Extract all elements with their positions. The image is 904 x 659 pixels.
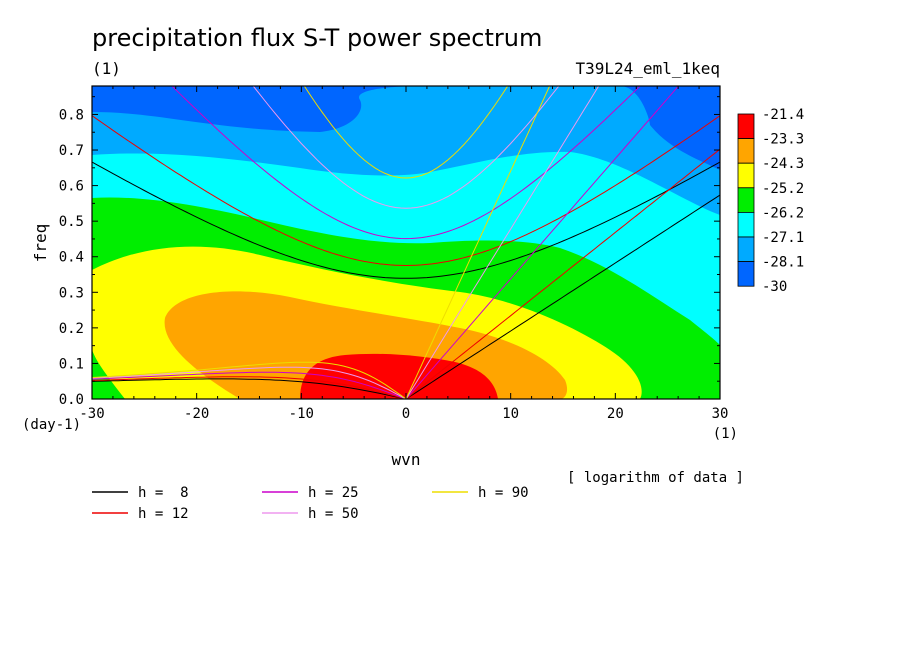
- data-note: [ logarithm of data ]: [567, 470, 744, 486]
- y-axis-unit: (day-1): [22, 417, 81, 433]
- x-tick-label: 10: [502, 406, 519, 422]
- rossby-wave-curve: [92, 378, 407, 399]
- dispersion-curves: [92, 86, 720, 399]
- rossby-wave-curve: [92, 371, 407, 399]
- colorbar-label: -27.1: [762, 230, 804, 246]
- kelvin-wave-curve: [405, 148, 720, 399]
- colorbar-swatch: [737, 211, 755, 238]
- chart-subtitle-left: (1): [92, 59, 121, 78]
- x-axis-label: wvn: [392, 450, 421, 469]
- heatmap-fill: [92, 86, 720, 399]
- axis-ticks: -30 -20 -10 0 10 20 30 0.0 0.1 0.2 0.3 0.4 0.5 0.6 0.7…: [59, 86, 729, 422]
- colorbar-label: -23.3: [762, 132, 804, 148]
- kelvin-wave-curve: [405, 86, 551, 399]
- legend-label: h = 12: [138, 506, 189, 522]
- legend-label: h = 25: [308, 485, 359, 501]
- legend: h = 8 h = 12 h = 25 h = 50 h = 90: [92, 485, 529, 522]
- band-corner-left: [92, 350, 125, 399]
- colorbar-label: -24.3: [762, 156, 804, 172]
- y-tick-label: 0.1: [59, 356, 84, 372]
- colorbar-label: -28.1: [762, 255, 804, 271]
- y-tick-label: 0.8: [59, 107, 84, 123]
- legend-label: h = 8: [138, 485, 189, 501]
- colorbar-swatch: [737, 113, 755, 140]
- x-axis-unit: (1): [713, 426, 738, 442]
- x-tick-label: 30: [712, 406, 729, 422]
- y-tick-label: 0.0: [59, 392, 84, 408]
- colorbar-label: -26.2: [762, 205, 804, 221]
- colorbar-swatch: [737, 261, 755, 287]
- gravity-wave-curve: [252, 86, 560, 209]
- gravity-wave-curve: [171, 86, 641, 240]
- colorbar-swatch: [737, 138, 755, 164]
- y-tick-label: 0.6: [59, 179, 84, 195]
- rossby-wave-curve: [92, 361, 407, 399]
- kelvin-wave-curve: [405, 86, 600, 399]
- colorbar-label: -25.2: [762, 181, 804, 197]
- colorbar-swatch: [737, 187, 755, 213]
- kelvin-wave-curve: [405, 194, 720, 399]
- colorbar-label: -21.4: [762, 107, 804, 123]
- rossby-wave-curve: [92, 366, 407, 399]
- y-tick-label: 0.3: [59, 285, 84, 301]
- x-tick-label: 20: [607, 406, 624, 422]
- y-tick-label: 0.4: [59, 250, 84, 266]
- gravity-wave-curve: [92, 161, 720, 279]
- x-tick-label: -30: [79, 406, 104, 422]
- colorbar-label: -30: [762, 279, 787, 295]
- colorbar: -21.4 -23.3 -24.3 -25.2 -26.2 -27.1 -28.1 -30: [737, 107, 804, 295]
- x-tick-label: 0: [402, 406, 410, 422]
- rossby-wave-curve: [92, 376, 407, 399]
- gravity-wave-curve: [303, 86, 509, 179]
- legend-label: h = 90: [478, 485, 529, 501]
- gravity-wave-curve: [92, 115, 720, 267]
- y-axis-label: freq: [31, 224, 50, 263]
- y-tick-label: 0.2: [59, 321, 84, 337]
- kelvin-wave-curve: [405, 86, 680, 399]
- chart-title: precipitation flux S-T power spectrum: [92, 24, 542, 52]
- legend-label: h = 50: [308, 506, 359, 522]
- y-tick-label: 0.5: [59, 214, 84, 230]
- chart-subtitle-right: T39L24_eml_1keq: [576, 59, 721, 78]
- colorbar-swatch: [737, 162, 755, 189]
- y-tick-label: 0.7: [59, 143, 84, 159]
- x-tick-label: -20: [184, 406, 209, 422]
- x-tick-label: -10: [289, 406, 314, 422]
- colorbar-swatch: [737, 236, 755, 263]
